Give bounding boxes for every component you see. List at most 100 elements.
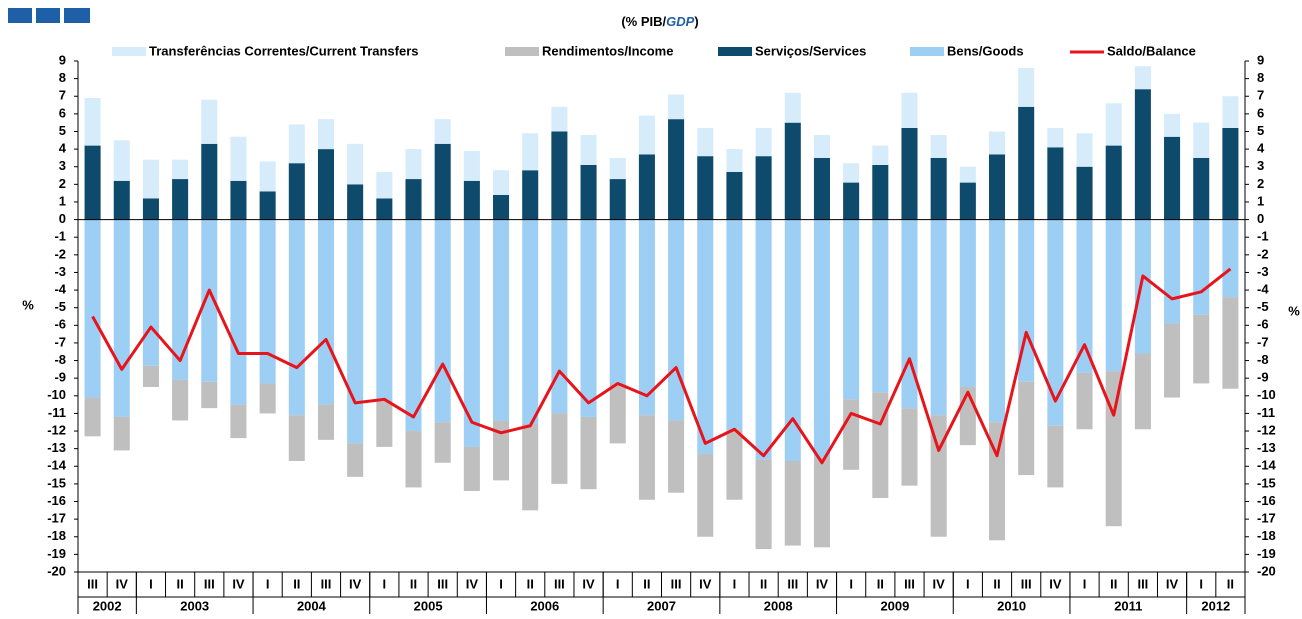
bar-segment (638, 154, 655, 220)
y2-tick-label: -18 (1257, 528, 1276, 543)
bar-segment (580, 164, 597, 220)
bar-segment (1164, 323, 1181, 398)
bar-segment (1047, 127, 1064, 148)
bar-segment (609, 383, 626, 444)
y-tick-label: -14 (47, 458, 67, 473)
x-tick-label: III (904, 576, 915, 591)
bar-segment (201, 99, 218, 144)
bar-segment (1193, 122, 1210, 158)
bar-segment (434, 219, 451, 423)
bar-segment (755, 459, 772, 550)
y2-tick-label: -17 (1257, 511, 1276, 526)
bar-segment (1105, 219, 1122, 372)
x-tick-label: II (410, 576, 417, 591)
x-tick-label: II (1110, 576, 1117, 591)
bar-segment (405, 431, 422, 488)
bar-segment (1193, 157, 1210, 220)
title-part: GDP (666, 14, 695, 29)
bar-segment (580, 219, 597, 417)
bar-segment (434, 422, 451, 463)
legend-label: Bens/Goods (947, 43, 1024, 58)
bar-segment (230, 180, 247, 220)
chart-title: (% PIB/GDP) (621, 14, 698, 29)
y-tick-label: -12 (47, 422, 66, 437)
bar-segment (609, 157, 626, 180)
bar-segment (288, 219, 305, 416)
y-tick-label: -11 (48, 405, 66, 420)
bar-segment (930, 157, 947, 220)
y-tick-label: -2 (54, 246, 66, 261)
bar-segment (901, 92, 918, 128)
bar-segment (1076, 219, 1093, 373)
x-tick-label: II (293, 576, 300, 591)
y2-tick-label: -15 (1257, 475, 1276, 490)
bar-segment (1018, 381, 1035, 476)
y-tick-label: -9 (54, 370, 66, 385)
bar-segment (288, 415, 305, 461)
y-tick-label: 4 (59, 141, 67, 156)
bar-segment (113, 180, 130, 220)
bar-segment (493, 420, 510, 481)
y-tick-label: 2 (59, 176, 66, 191)
bar-segment (434, 143, 451, 220)
bar-segment (901, 219, 918, 409)
y2-tick-label: 2 (1257, 176, 1264, 191)
year-label: 2008 (764, 598, 793, 613)
bar-segment (580, 416, 597, 490)
bar-segment (668, 219, 685, 421)
bar-segment (697, 156, 714, 220)
bar-segment (1134, 353, 1151, 430)
y-tick-label: 3 (59, 158, 66, 173)
y2-tick-label: -19 (1257, 546, 1276, 561)
bar-segment (609, 219, 626, 384)
x-tick-label: II (176, 576, 183, 591)
legend-label: Saldo/Balance (1107, 43, 1196, 58)
y2-tick-label: -6 (1257, 317, 1269, 332)
bar-segment (697, 219, 714, 454)
bar-segment (1047, 147, 1064, 220)
year-label: 2006 (530, 598, 559, 613)
bar-segment (726, 219, 743, 430)
bar-segment (259, 161, 276, 192)
legend-swatch (718, 47, 752, 56)
y-tick-label: 9 (59, 52, 66, 67)
y2-tick-label: -8 (1257, 352, 1269, 367)
year-label: 2009 (880, 598, 909, 613)
bar-segment (522, 423, 539, 511)
x-tick-label: III (1137, 576, 1148, 591)
bar-segment (668, 420, 685, 493)
bar-segment (1076, 372, 1093, 430)
y-tick-label: -18 (47, 528, 66, 543)
bar-segment (347, 443, 364, 477)
bar-segment (784, 92, 801, 123)
bar-segment (1076, 133, 1093, 167)
bar-segment (668, 119, 685, 220)
y-tick-label: 5 (59, 123, 66, 138)
bar-segment (259, 383, 276, 414)
bar-segment (347, 184, 364, 220)
title-part: ) (694, 14, 698, 29)
bar-segment (1134, 66, 1151, 90)
bar-segment (551, 106, 568, 132)
bar-segment (813, 135, 830, 158)
bar-segment (522, 170, 539, 220)
bar-segment (784, 460, 801, 546)
bar-segment (843, 219, 860, 400)
bar-segment (609, 179, 626, 220)
x-tick-label: I (266, 576, 270, 591)
bar-segment (872, 392, 889, 498)
y-tick-label: -10 (47, 387, 66, 402)
bar-segment (376, 198, 393, 220)
x-tick-label: IV (349, 576, 362, 591)
bar-segment (668, 94, 685, 120)
x-tick-label: III (554, 576, 565, 591)
bar-segment (84, 145, 101, 220)
bar-segment (988, 219, 1006, 423)
legend-swatch (112, 47, 146, 56)
y-tick-label: 7 (59, 88, 66, 103)
y2-tick-label: -16 (1257, 493, 1276, 508)
x-tick-label: I (1083, 576, 1087, 591)
bar-segment (493, 194, 510, 220)
bar-segment (551, 131, 568, 220)
y-tick-label: -13 (47, 440, 66, 455)
